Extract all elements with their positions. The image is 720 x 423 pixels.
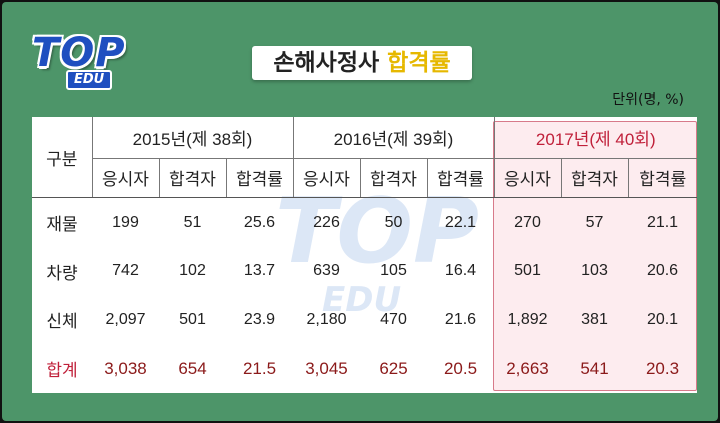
sub-header-applicants: 응시자 [494,158,562,199]
table-cell: 501 [514,262,541,280]
sub-header-passed: 합격자 [360,158,428,199]
table-cell: 51 [183,213,202,231]
table-cell: 20.3 [645,358,680,378]
table-cell: 1,892 [507,310,548,328]
sub-header-rate: 합격률 [628,158,698,199]
table-cell: 2,097 [105,310,146,328]
table-row: 차량 742 102 13.7 639 105 16.4 501 103 20.6 [32,247,697,296]
table-row: 재물 199 51 25.6 226 50 22.1 270 57 21.1 [32,198,697,247]
table-cell: 470 [380,310,407,328]
year-header-2017: 2017년(제 40회) [494,117,698,159]
sub-header-passed: 합격자 [159,158,227,199]
table-cell: 742 [112,262,139,280]
table-cell: 541 [580,358,609,378]
table-cell: 20.1 [646,310,679,328]
year-header-2015: 2015년(제 38회) [92,117,294,159]
table-cell: 625 [379,358,408,378]
table-cell: 21.1 [646,213,679,231]
table-cell: 639 [313,262,340,280]
table-cell: 270 [514,213,541,231]
table-cell: 22.1 [444,213,477,231]
logo-main-text: TOP [32,30,126,76]
row-label: 합계 [46,361,78,381]
table-cell: 21.6 [444,310,477,328]
table-cell: 3,045 [305,358,348,378]
title-highlight: 합격률 [387,50,451,76]
table-cell: 199 [112,213,139,231]
table-cell: 654 [178,358,207,378]
table-cell: 25.6 [243,213,276,231]
table-cell: 13.7 [243,262,276,280]
table-row: 합계 3,038 654 21.5 3,045 625 20.5 2,663 541 20.3 [32,344,697,393]
table-cell: 57 [585,213,604,231]
sub-header-passed: 합격자 [561,158,629,199]
row-label: 차량 [46,263,78,283]
row-label: 재물 [46,215,78,234]
table-cell: 102 [179,262,206,280]
table-cell: 16.4 [444,262,477,280]
year-header-row: 구분 2015년(제 38회) 2016년(제 39회) 2017년(제 40회… [32,117,698,199]
table-cell: 2,663 [506,358,549,378]
table-cell: 21.5 [242,358,277,378]
page-title: 손해사정사 합격률 [252,46,472,80]
sub-header-applicants: 응시자 [293,158,361,199]
sub-header-rate: 합격률 [226,158,294,199]
unit-label: 단위(명, %) [612,92,684,108]
table-cell: 20.6 [646,262,679,280]
table-cell: 226 [313,213,340,231]
sub-header-applicants: 응시자 [92,158,160,199]
table-cell: 50 [384,213,403,231]
pass-rate-table: 구분 2015년(제 38회) 2016년(제 39회) 2017년(제 40회… [32,117,698,393]
table-cell: 105 [380,262,407,280]
table-cell: 20.5 [443,358,478,378]
corner-label: 구분 [32,117,93,199]
sub-header-row: 응시자 합격자 합격률 응시자 합격자 합격률 응시자 합격자 합격률 [32,158,698,199]
year-header-2016: 2016년(제 39회) [293,117,495,159]
table-cell: 3,038 [104,358,147,378]
table-cell: 381 [581,310,608,328]
table-cell: 103 [581,262,608,280]
sub-header-rate: 합격률 [427,158,495,199]
top-edu-logo: TOP EDU [32,30,140,90]
logo-sub-text: EDU [66,70,113,90]
table-cell: 23.9 [243,310,276,328]
table-cell: 501 [179,310,206,328]
table-cell: 2,180 [306,310,347,328]
row-label: 신체 [46,312,78,332]
table-row: 신체 2,097 501 23.9 2,180 470 21.6 1,892 381 20.1 [32,296,697,345]
results-table-panel: TOP EDU 구분 2015년(제 38회) 2016년(제 39회) 201… [32,117,698,393]
title-main: 손해사정사 [273,50,380,76]
